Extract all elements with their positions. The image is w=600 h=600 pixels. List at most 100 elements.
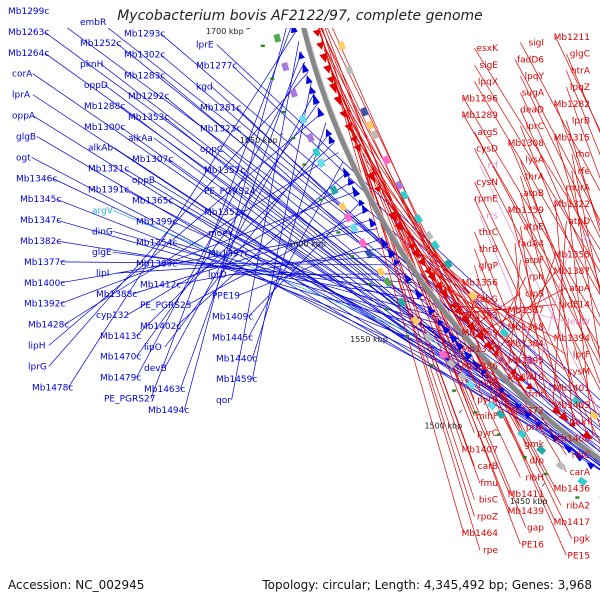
gene-label: murI xyxy=(569,418,590,428)
gene-label: Mb1282 xyxy=(554,100,590,110)
gene-label: pyrF xyxy=(478,379,498,389)
label-leader xyxy=(514,243,528,383)
gene-label: Mb1388c xyxy=(96,290,137,300)
gene-label: Mb1293c xyxy=(124,29,165,39)
forward-gene-arrow xyxy=(306,74,313,85)
gene-label: moeY xyxy=(208,229,234,239)
gene-label: Mb1459c xyxy=(216,375,257,385)
tick-label: 1700 kbp xyxy=(206,27,244,36)
reverse-gene-arrow xyxy=(339,109,347,119)
gene-label: PPE19 xyxy=(212,292,240,302)
reverse-gene-arrow xyxy=(373,185,381,193)
gene-label: argV xyxy=(92,206,114,216)
reverse-gene-arrow xyxy=(344,122,352,132)
gene-label: mihF xyxy=(476,412,498,422)
reverse-gene-arrow xyxy=(312,29,321,37)
reverse-gene-arrow xyxy=(453,306,463,316)
gene-label: alkAb xyxy=(88,144,113,154)
reverse-gene-arrow xyxy=(417,257,426,267)
gene-label: fadD6 xyxy=(517,55,544,65)
gene-label: qor xyxy=(216,396,231,406)
category-block xyxy=(345,65,354,75)
gene-label: lipO xyxy=(144,343,162,353)
gene-label: oppD xyxy=(84,81,108,91)
label-leader xyxy=(184,28,287,410)
category-block xyxy=(423,331,434,342)
gene-label: Mb1300c xyxy=(84,123,125,133)
gene-label: clpS xyxy=(525,289,544,299)
label-leader xyxy=(100,63,600,449)
gc-mark xyxy=(429,364,434,367)
gene-label: Mb1211 xyxy=(554,33,590,43)
gene-label: oppC xyxy=(200,145,223,155)
label-leader xyxy=(328,65,556,489)
label-leader xyxy=(176,246,389,285)
gene-label: atpF xyxy=(524,256,544,266)
category-block xyxy=(370,130,379,140)
gene-label: Mb1377c xyxy=(24,258,65,268)
gene-label: argS xyxy=(478,128,499,138)
gene-label: Mb1410 xyxy=(508,373,545,383)
label-leader xyxy=(490,276,527,346)
gene-label: cysD xyxy=(476,144,498,154)
category-block xyxy=(316,158,326,168)
gene-label: Mb1406 xyxy=(554,434,591,444)
gene-label: lprD xyxy=(208,271,227,281)
gene-label: rpmE xyxy=(474,195,498,205)
map-title: Mycobacterium bovis AF2122/97, complete … xyxy=(117,8,483,24)
gene-label: glgB xyxy=(16,132,36,142)
gene-label: fadA4 xyxy=(518,239,545,249)
category-block xyxy=(410,315,421,326)
gene-label: Mb1382c xyxy=(20,237,61,247)
gene-label: Mb1409c xyxy=(212,312,253,322)
reverse-gene-arrow xyxy=(333,95,342,106)
gene-label: Mb1277c xyxy=(196,62,237,72)
label-leader xyxy=(571,170,600,362)
reverse-gene-arrow xyxy=(466,321,477,332)
gene-label: lprC xyxy=(526,122,544,132)
category-block xyxy=(397,297,407,308)
category-block xyxy=(289,88,298,98)
category-block xyxy=(349,222,359,233)
forward-gene-arrow xyxy=(286,2,293,13)
gene-label: pgk xyxy=(573,535,590,545)
gc-mark xyxy=(350,255,355,258)
gene-label: oppA xyxy=(12,112,36,122)
label-leader xyxy=(474,47,600,251)
forward-gene-arrow xyxy=(325,128,333,137)
label-leader xyxy=(216,44,600,401)
gene-label: Mb1439 xyxy=(508,507,545,517)
label-leader xyxy=(172,242,439,318)
gene-label: lpqY xyxy=(525,72,545,82)
label-leader xyxy=(555,204,574,422)
label-leader xyxy=(321,28,527,528)
label-leader xyxy=(474,181,600,443)
label-leader xyxy=(231,41,300,401)
gene-label: Mb1394 xyxy=(554,334,591,344)
label-leader xyxy=(160,74,600,445)
reverse-gene-arrow xyxy=(424,266,432,276)
gene-label: ribA2 xyxy=(566,501,590,511)
gene-label: Mb1283c xyxy=(124,71,165,81)
gene-label: embR xyxy=(80,18,106,28)
gc-mark xyxy=(281,110,286,114)
gene-label: Mb1463c xyxy=(144,385,185,395)
category-block xyxy=(517,429,528,439)
gene-label: Mb1393 xyxy=(462,312,498,322)
forward-gene-arrow xyxy=(380,237,389,248)
label-leader xyxy=(571,153,600,295)
label-leader xyxy=(112,210,473,359)
gene-label: cysM xyxy=(567,367,590,377)
gc-mark xyxy=(270,77,275,80)
reverse-gene-arrow xyxy=(569,420,576,427)
label-leader xyxy=(520,176,600,427)
category-block xyxy=(495,409,506,420)
gene-label: ribH xyxy=(525,473,544,483)
reverse-gene-arrow xyxy=(388,210,397,223)
label-leader xyxy=(150,28,292,399)
forward-gene-arrow xyxy=(499,388,506,395)
forward-gene-arrow xyxy=(437,319,444,327)
gene-label: Mb1389c xyxy=(136,259,177,269)
gene-label: dinG xyxy=(92,227,113,237)
